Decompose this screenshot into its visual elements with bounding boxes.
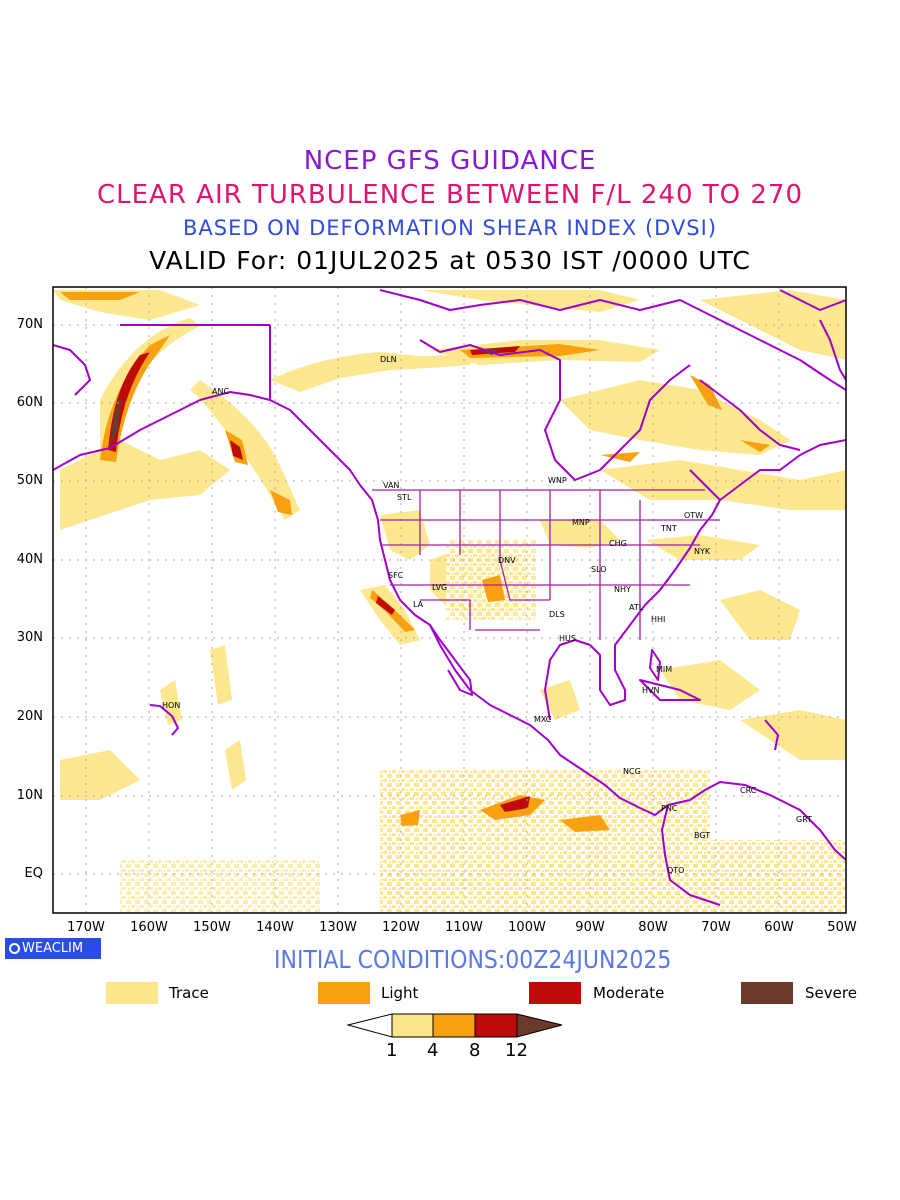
lon-label-120w: 120W (382, 920, 420, 935)
city-label: MNP (572, 518, 590, 527)
lon-label-50w: 50W (827, 920, 857, 935)
turbulence-field (53, 287, 846, 913)
city-label: PNC (661, 804, 678, 813)
city-label: GRT (796, 815, 813, 824)
city-label: DLS (549, 610, 565, 619)
city-label: DLN (380, 355, 397, 364)
city-label: CHG (609, 539, 627, 548)
map-frame (52, 286, 847, 914)
legend-swatch-severe (741, 982, 793, 1004)
lat-label-60n: 60N (16, 395, 43, 410)
legend-label-moderate: Moderate (593, 984, 665, 1002)
lat-label-20n: 20N (16, 709, 43, 724)
city-label: ANC (212, 387, 230, 396)
city-label: WNP (548, 476, 567, 485)
city-label: ATL (629, 603, 644, 612)
legend-swatch-moderate (529, 982, 581, 1004)
city-label: STL (397, 493, 412, 502)
lon-label-110w: 110W (445, 920, 483, 935)
lon-label-70w: 70W (701, 920, 731, 935)
lat-label-10n: 10N (16, 788, 43, 803)
city-label: DNV (498, 556, 516, 565)
city-label: LA (413, 600, 424, 609)
city-label: BGT (694, 831, 711, 840)
city-label: TNT (661, 524, 677, 533)
colorbar (346, 1013, 563, 1038)
lat-label-40n: 40N (16, 552, 43, 567)
city-label: HUS (559, 634, 576, 643)
initial-conditions: INITIAL CONDITIONS:00Z24JUN2025 (274, 945, 672, 974)
title-line-2: CLEAR AIR TURBULENCE BETWEEN F/L 240 TO … (96, 180, 804, 210)
lon-label-170w: 170W (67, 920, 105, 935)
lat-label-30n: 30N (16, 630, 43, 645)
title-line-1: NCEP GFS GUIDANCE (303, 146, 597, 176)
lon-label-140w: 140W (256, 920, 294, 935)
city-label: NCG (623, 767, 641, 776)
lon-label-60w: 60W (764, 920, 794, 935)
city-label: SLO (591, 565, 607, 574)
colorbar-tick-4: 4 (427, 1040, 439, 1061)
legend-swatch-light (318, 982, 370, 1004)
city-label: LVG (432, 583, 448, 592)
lon-label-90w: 90W (575, 920, 605, 935)
colorbar-tick-8: 8 (469, 1040, 481, 1061)
lat-label-eq: EQ (24, 866, 43, 881)
weaclim-logo: WEACLIM (5, 938, 101, 959)
city-label: MIM (656, 665, 673, 674)
circle-logo-icon (9, 943, 20, 954)
lon-label-80w: 80W (638, 920, 668, 935)
lon-label-130w: 130W (319, 920, 357, 935)
lon-label-150w: 150W (193, 920, 231, 935)
coastlines (53, 289, 846, 906)
city-label: HVN (642, 686, 660, 695)
state-boundaries (372, 489, 720, 640)
colorbar-tick-12: 12 (505, 1040, 528, 1061)
brand-name: WEACLIM (22, 941, 84, 956)
city-label: CRC (740, 786, 757, 795)
valid-time: VALID For: 01JUL2025 at 0530 IST /0000 U… (149, 246, 751, 275)
legend-label-severe: Severe (805, 984, 857, 1002)
city-label: SFC (388, 571, 404, 580)
city-label: HHI (651, 615, 666, 624)
lat-label-50n: 50N (16, 473, 43, 488)
city-label: QTO (667, 866, 685, 875)
city-label: VAN (383, 481, 400, 490)
city-label: NHY (614, 585, 631, 594)
city-label: MXC (534, 715, 552, 724)
colorbar-tick-1: 1 (386, 1040, 398, 1061)
lat-label-70n: 70N (16, 317, 43, 332)
city-label: HON (162, 701, 181, 710)
city-label: NYK (694, 547, 711, 556)
legend-label-light: Light (381, 984, 419, 1002)
lon-label-160w: 160W (130, 920, 168, 935)
legend-label-trace: Trace (169, 984, 209, 1002)
legend-swatch-trace (106, 982, 158, 1004)
lon-label-100w: 100W (508, 920, 546, 935)
city-label: OTW (684, 511, 704, 520)
title-line-3: BASED ON DEFORMATION SHEAR INDEX (DVSI) (182, 216, 718, 240)
